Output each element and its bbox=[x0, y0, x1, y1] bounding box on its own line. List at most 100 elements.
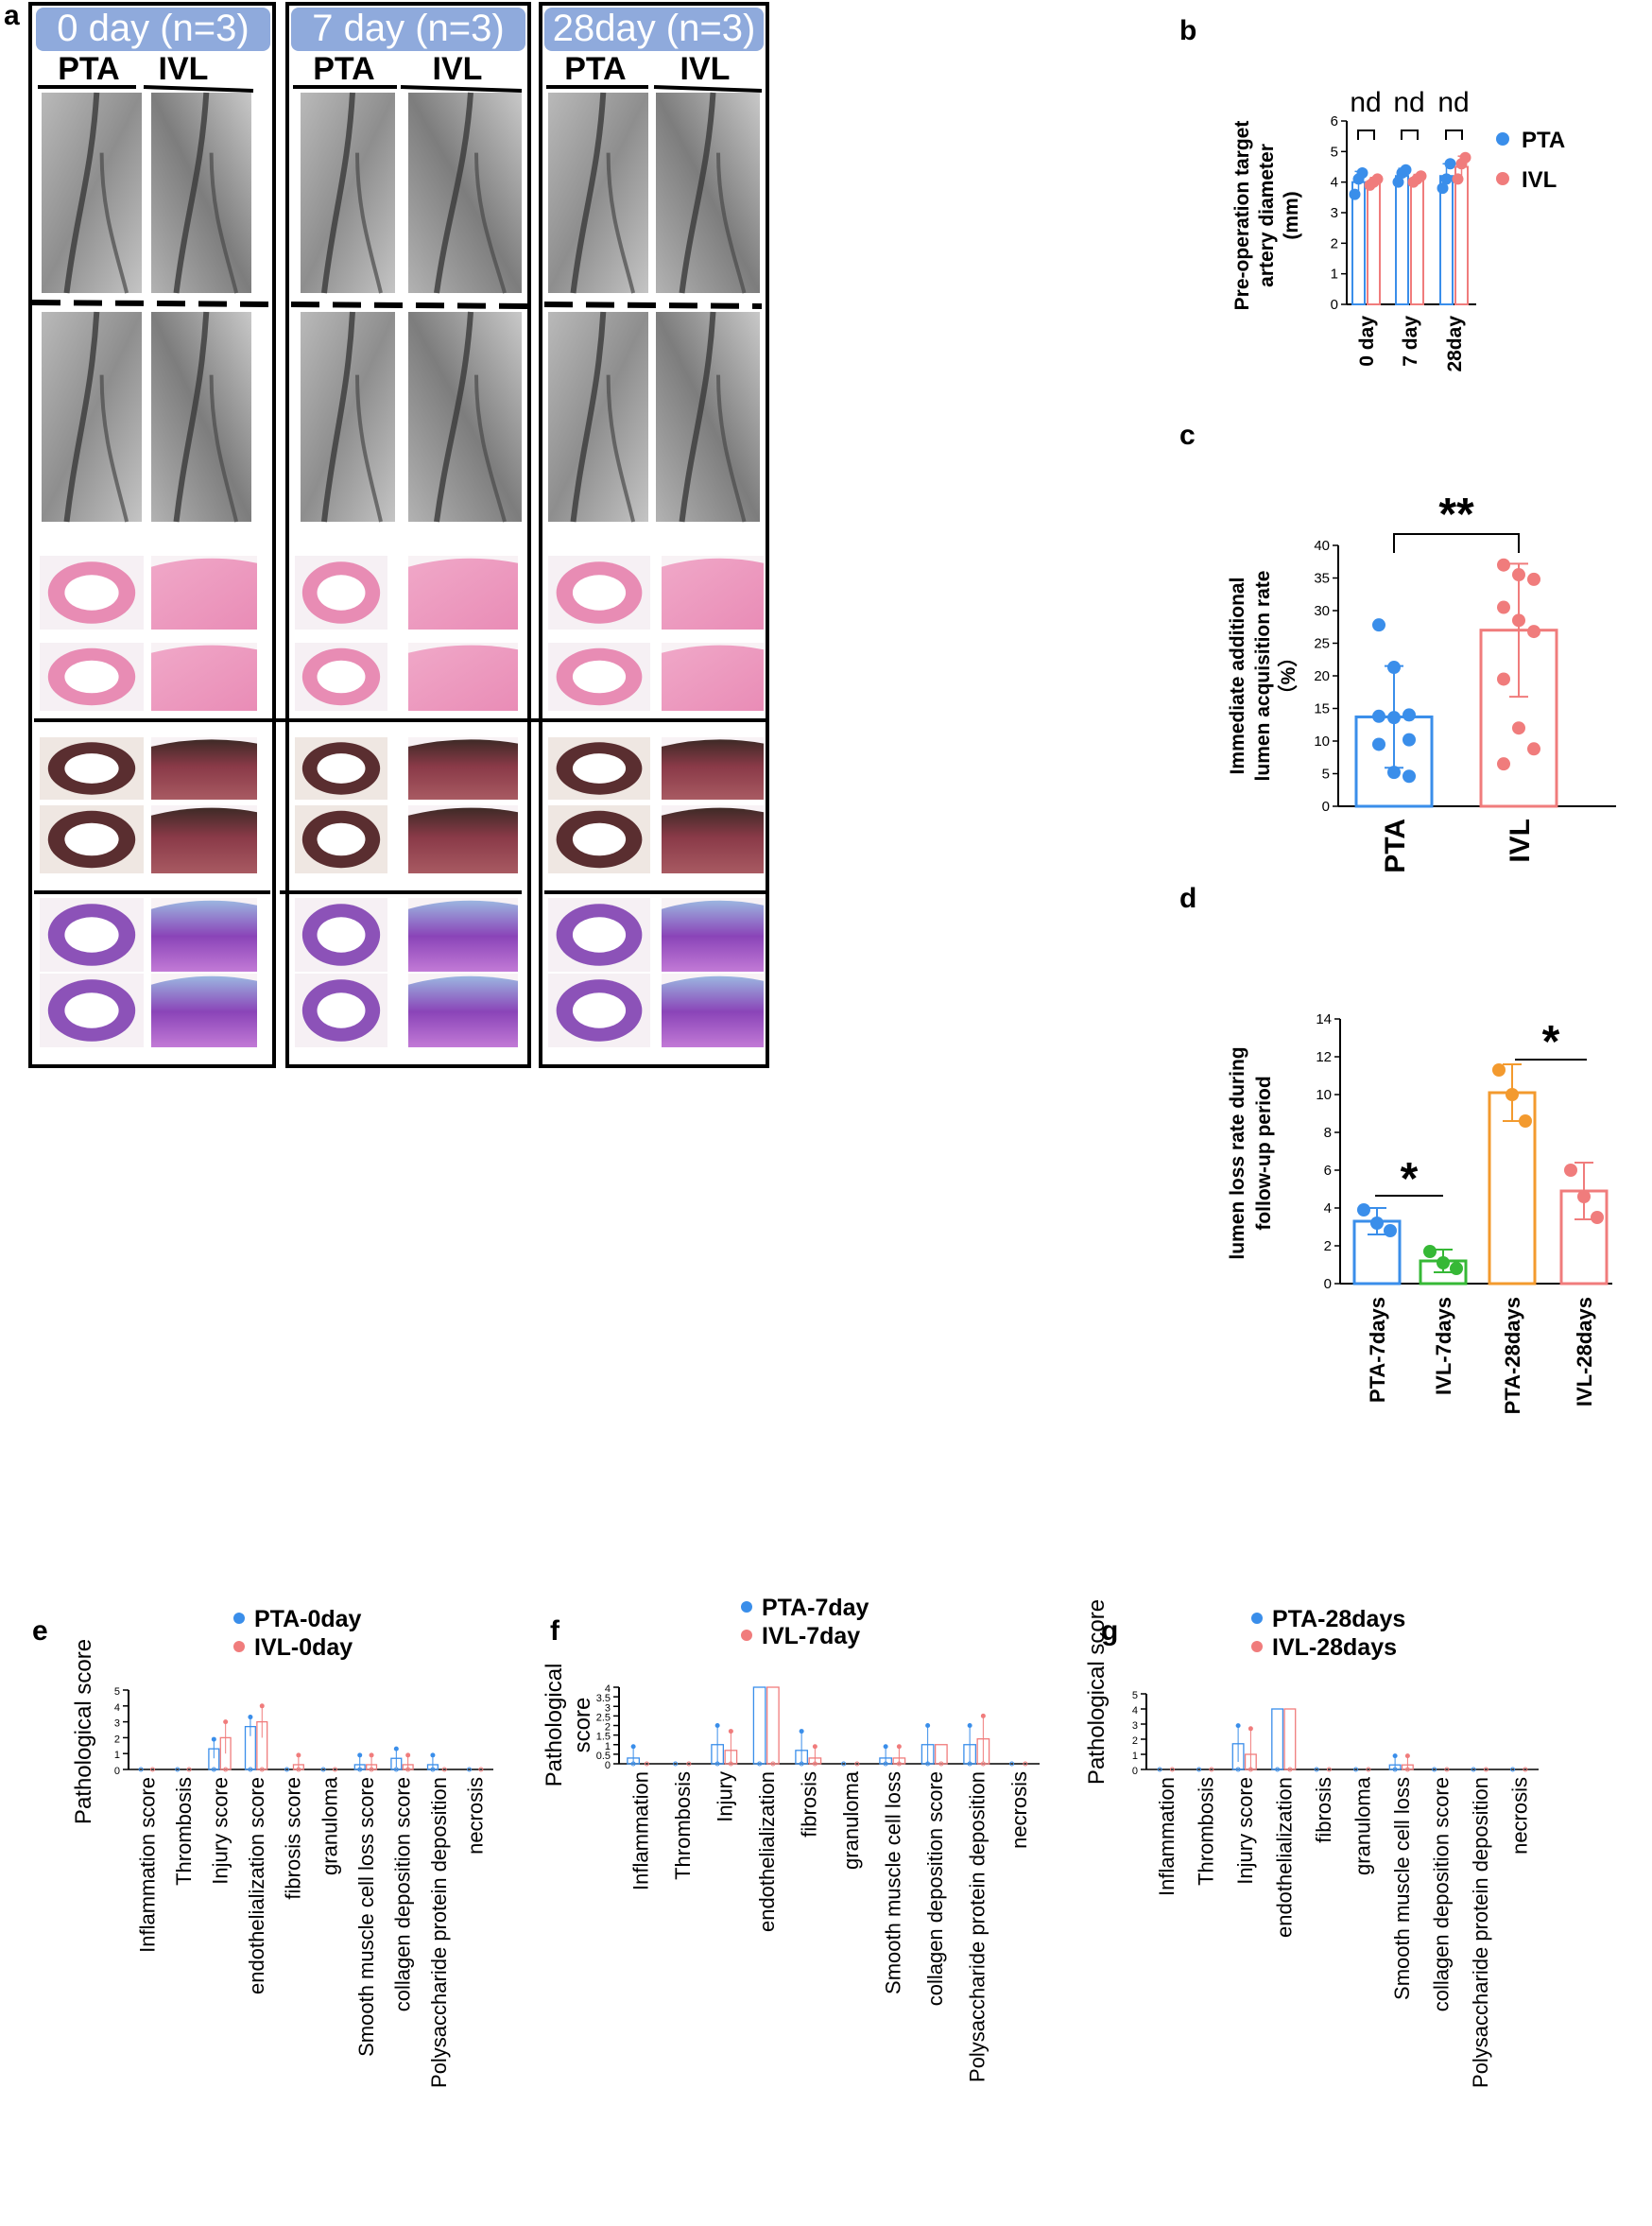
data-point bbox=[799, 1729, 804, 1734]
chart-d: 0 2 4 6 8 10 12 14 PTA-7days IVL-7days PTA-28days I… bbox=[1227, 1011, 1612, 1414]
data-point bbox=[175, 1767, 181, 1772]
x-tick-label: Injury score bbox=[1233, 1777, 1257, 1885]
data-point bbox=[1384, 1224, 1397, 1237]
data-point bbox=[1402, 769, 1416, 784]
label-pta-1: PTA bbox=[313, 51, 374, 87]
data-point bbox=[1591, 1211, 1604, 1224]
data-point bbox=[1157, 1767, 1162, 1772]
chart-c: 0 5 10 15 20 25 30 35 40 PTA IVL ** Immediate additi… bbox=[1227, 490, 1616, 873]
dashed-separator bbox=[290, 302, 528, 309]
y-tick-label: 3 bbox=[1132, 1720, 1138, 1732]
legend-label: IVL-0day bbox=[254, 1634, 353, 1661]
data-point bbox=[259, 1767, 265, 1772]
data-point bbox=[854, 1761, 860, 1767]
legend-marker bbox=[1251, 1641, 1263, 1652]
legend-label: PTA-7day bbox=[762, 1595, 869, 1621]
data-point bbox=[967, 1723, 972, 1728]
vessel-shape bbox=[434, 92, 473, 294]
y-tick-label: 2 bbox=[1324, 1238, 1332, 1254]
data-point bbox=[1497, 600, 1510, 614]
x-tick-label: endothelialization score bbox=[245, 1777, 268, 1994]
significance-bracket bbox=[1393, 533, 1520, 553]
data-point bbox=[1437, 182, 1449, 195]
x-tick-label: endothelialization bbox=[1272, 1777, 1296, 1938]
data-point bbox=[1349, 188, 1361, 200]
vessel-wall-band bbox=[662, 558, 764, 630]
data-point bbox=[259, 1703, 265, 1709]
data-point bbox=[1444, 1767, 1450, 1772]
y-tick-label: 0 bbox=[1324, 1276, 1332, 1292]
chart-g: 0 1 2 3 4 5 Inflammation Thrombosis Injury score… bbox=[1084, 1599, 1539, 2088]
data-point bbox=[770, 1761, 776, 1767]
label-ivl-1: IVL bbox=[433, 51, 483, 87]
data-point bbox=[296, 1752, 301, 1758]
y-tick-label: 8 bbox=[1324, 1125, 1332, 1141]
data-point bbox=[1387, 766, 1401, 780]
data-point bbox=[1353, 1767, 1359, 1772]
y-axis-label: score bbox=[570, 1698, 595, 1753]
data-point bbox=[1523, 1767, 1528, 1772]
data-point bbox=[1432, 1767, 1437, 1772]
data-point bbox=[1023, 1761, 1028, 1767]
y-tick-label: 1 bbox=[1331, 267, 1338, 283]
label-pta-2: PTA bbox=[564, 51, 626, 87]
vessel-lumen bbox=[317, 822, 366, 856]
y-tick-label: 20 bbox=[1314, 668, 1330, 684]
label-pta-0: PTA bbox=[58, 51, 119, 87]
y-tick-label: 1 bbox=[1132, 1751, 1138, 1762]
vessel-shape bbox=[606, 374, 636, 523]
data-point bbox=[369, 1767, 374, 1772]
data-point bbox=[211, 1767, 216, 1772]
vessel-wall-band bbox=[408, 739, 518, 800]
vessel-lumen bbox=[317, 575, 366, 611]
data-point bbox=[1497, 757, 1510, 771]
vessel-lumen bbox=[64, 822, 119, 856]
y-tick-label: 2 bbox=[114, 1734, 120, 1745]
y-tick-label: 4 bbox=[1331, 175, 1338, 191]
data-point bbox=[478, 1767, 484, 1772]
data-point bbox=[186, 1767, 192, 1772]
vessel-shape bbox=[474, 152, 507, 294]
vessel-lumen bbox=[572, 660, 627, 694]
x-tick-label: fibrosis bbox=[797, 1771, 820, 1838]
data-point bbox=[1423, 1245, 1437, 1258]
x-tick-label: fibrosis bbox=[1312, 1777, 1335, 1843]
x-tick-label: endothelialization bbox=[755, 1771, 779, 1932]
data-point bbox=[938, 1761, 944, 1767]
data-point bbox=[1402, 733, 1416, 747]
y-tick-label: 5 bbox=[1132, 1690, 1138, 1701]
data-point bbox=[1444, 158, 1456, 170]
data-point bbox=[1512, 613, 1525, 628]
data-point bbox=[1372, 618, 1385, 632]
x-tick-label: Smooth muscle cell loss score bbox=[354, 1777, 378, 2057]
y-tick-label: 0 bbox=[114, 1766, 120, 1777]
data-point bbox=[357, 1767, 363, 1772]
y-axis-label: Pathological score bbox=[1084, 1599, 1110, 1785]
y-tick-label: 0 bbox=[605, 1760, 611, 1771]
data-point bbox=[1392, 176, 1404, 188]
data-point bbox=[393, 1746, 399, 1751]
legend-marker bbox=[741, 1630, 752, 1641]
data-point bbox=[357, 1752, 363, 1758]
x-tick-label: granuloma bbox=[1351, 1776, 1374, 1875]
y-tick-label: 12 bbox=[1316, 1049, 1332, 1065]
data-point bbox=[1510, 1767, 1516, 1772]
vessel-lumen bbox=[317, 660, 366, 694]
vessel-lumen bbox=[572, 822, 627, 856]
y-axis-label: (mm) bbox=[1281, 191, 1302, 239]
panel-d-letter: d bbox=[1179, 883, 1196, 914]
data-point bbox=[1235, 1767, 1241, 1772]
legend-label: PTA-28days bbox=[1272, 1606, 1405, 1632]
x-tick-label: Injury score bbox=[209, 1777, 232, 1885]
bar-IVL-7day bbox=[766, 1686, 780, 1765]
data-point bbox=[1402, 708, 1416, 722]
data-point bbox=[405, 1752, 411, 1758]
panel-g-letter: g bbox=[1101, 1615, 1118, 1647]
data-point bbox=[883, 1761, 888, 1767]
y-axis-label: lumen loss rate during bbox=[1227, 1046, 1248, 1259]
significance-bracket bbox=[1357, 129, 1375, 140]
vessel-wall-band bbox=[662, 900, 764, 972]
x-tick-label: PTA-7days bbox=[1366, 1297, 1389, 1403]
data-point bbox=[1437, 1256, 1450, 1269]
